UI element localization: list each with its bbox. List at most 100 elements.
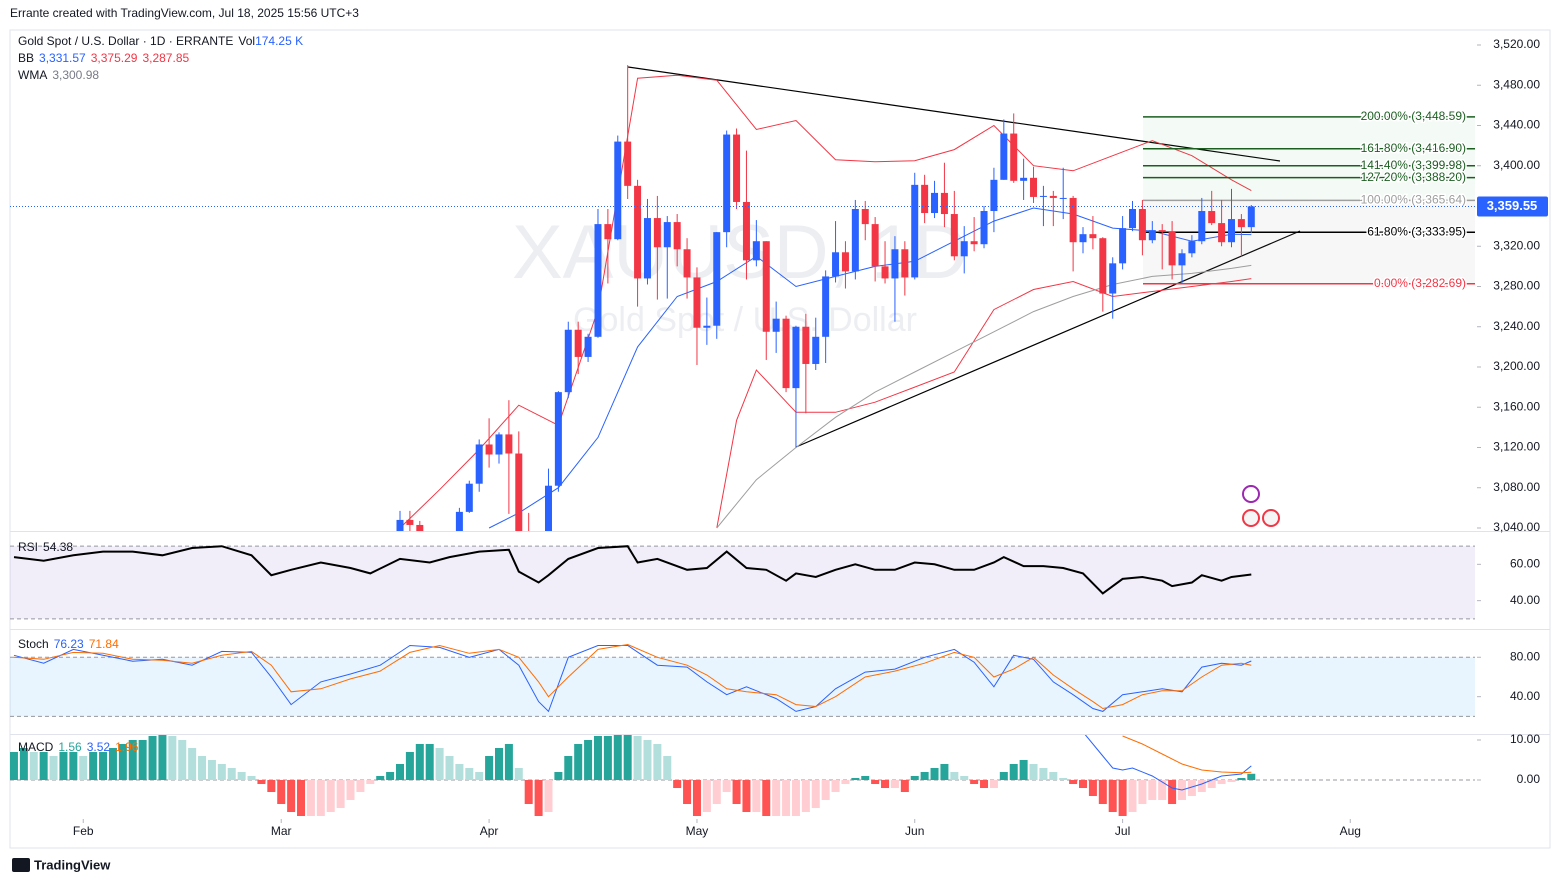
histogram-bar — [603, 736, 612, 780]
histogram-bar — [425, 744, 434, 780]
histogram-bar — [782, 780, 791, 816]
pane — [10, 545, 1475, 620]
histogram-bar — [376, 776, 385, 780]
event-icon[interactable] — [1262, 509, 1280, 527]
candle-body — [1020, 177, 1028, 181]
candle-body — [871, 224, 879, 267]
fib-zone — [1143, 165, 1475, 178]
credit: Errante created with TradingView.com, Ju… — [10, 6, 359, 20]
histogram-bar — [989, 780, 998, 788]
histogram-bar — [772, 780, 781, 816]
candle-body — [653, 218, 661, 248]
histogram-bar — [1059, 778, 1068, 780]
macd-legend: MACD 1.56 3.52 1.96 — [18, 740, 143, 754]
stoch-legend: Stoch 76.23 71.84 — [18, 637, 124, 651]
candle-body — [624, 141, 632, 186]
bb-value: 3,375.29 — [90, 51, 138, 65]
watermark-symbol: XAUUSD, 1D — [512, 210, 968, 295]
bb-legend: BB 3,331.57 3,375.29 3,287.85 — [18, 51, 194, 65]
histogram-bar — [494, 748, 503, 780]
y-tick-label: 60.00 — [1510, 557, 1540, 571]
event-icon[interactable] — [1242, 485, 1260, 503]
histogram-bar — [346, 780, 355, 800]
candle-body — [1099, 238, 1107, 294]
fib-label: 0.00% (3,282.69) — [1374, 276, 1466, 290]
candle-body — [1030, 177, 1038, 197]
candle-body — [1168, 231, 1176, 266]
histogram-bar — [59, 752, 68, 780]
candle-body — [1208, 211, 1216, 224]
fib-zone — [1143, 177, 1475, 201]
histogram-bar — [1009, 764, 1018, 780]
histogram-bar — [198, 756, 207, 780]
series-line — [716, 264, 1252, 529]
histogram-bar — [871, 780, 880, 784]
histogram-bar — [257, 780, 266, 784]
histogram-bar — [396, 764, 405, 780]
candle-body — [1188, 241, 1196, 254]
histogram-bar — [485, 756, 494, 780]
event-icon[interactable] — [1242, 509, 1260, 527]
histogram-bar — [584, 740, 593, 780]
histogram-bar — [207, 760, 216, 780]
histogram-bar — [1069, 780, 1078, 784]
histogram-bar — [188, 748, 197, 780]
histogram-bar — [851, 778, 860, 780]
stoch-label: Stoch — [18, 637, 49, 651]
histogram-bar — [1158, 780, 1167, 800]
candle-body — [643, 218, 651, 279]
histogram-bar — [108, 748, 117, 780]
histogram-bar — [415, 744, 424, 780]
macd-value: 3.52 — [86, 740, 111, 754]
candle-body — [1178, 253, 1186, 266]
rsi-value: 54.38 — [43, 540, 74, 554]
x-tick-label: Feb — [73, 824, 94, 838]
histogram-bar — [1197, 780, 1206, 792]
candle-body — [931, 192, 939, 214]
vol-label: Vol — [238, 34, 256, 48]
candle-body — [594, 224, 602, 337]
candle-body — [1237, 219, 1245, 228]
histogram-bar — [910, 776, 919, 780]
candle-body — [614, 141, 622, 240]
histogram-bar — [821, 780, 830, 800]
histogram-bar — [692, 780, 701, 816]
series-line — [1122, 735, 1252, 774]
y-tick-label: 3,200.00 — [1493, 359, 1540, 373]
candle-body — [574, 329, 582, 357]
last-price-tag — [1477, 196, 1548, 217]
histogram-bar — [10, 752, 18, 780]
candle-body — [802, 326, 810, 364]
candle-body — [485, 444, 493, 455]
candle-body — [544, 485, 552, 531]
histogram-bar — [277, 780, 286, 804]
histogram-bar — [633, 736, 642, 780]
histogram-bar — [514, 768, 523, 780]
histogram-bar — [831, 780, 840, 792]
candle-body — [683, 249, 691, 278]
histogram-bar — [1187, 780, 1196, 796]
fib-label: 141.40% (3,399.98) — [1361, 158, 1466, 172]
histogram-bar — [465, 768, 474, 780]
candle-body — [1138, 209, 1146, 241]
last-price-label: 3,359.55 — [1487, 198, 1538, 213]
histogram-bar — [890, 780, 899, 788]
y-tick-label: 3,440.00 — [1493, 118, 1540, 132]
candle-body — [772, 318, 780, 332]
histogram-bar — [544, 780, 553, 812]
candle-body — [693, 277, 701, 328]
stoch-value: 71.84 — [88, 637, 119, 651]
candle-body — [891, 249, 899, 279]
histogram-bar — [811, 780, 820, 808]
histogram-bar — [19, 748, 28, 780]
y-tick-label: 40.00 — [1510, 593, 1540, 607]
histogram-bar — [999, 772, 1008, 780]
y-tick-label: 3,520.00 — [1493, 37, 1540, 51]
fib-zone — [1143, 116, 1475, 149]
histogram-bar — [435, 748, 444, 780]
candle-body — [960, 241, 968, 257]
candle-body — [1039, 195, 1047, 197]
histogram-bar — [673, 780, 682, 788]
candle-body — [733, 134, 741, 202]
histogram-bar — [1029, 764, 1038, 780]
